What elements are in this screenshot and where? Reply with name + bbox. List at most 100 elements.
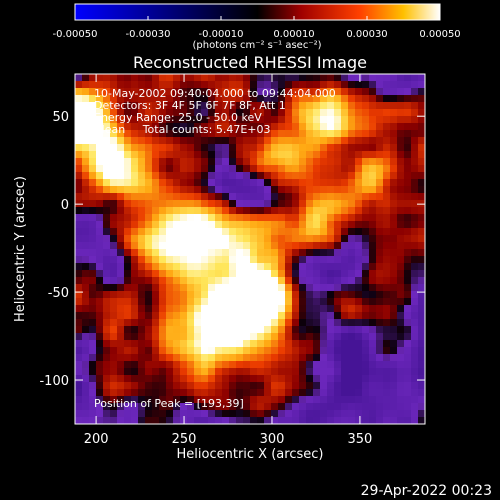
heatmap-cell (152, 165, 160, 173)
heatmap-cell (201, 186, 209, 194)
heatmap-cell (369, 277, 377, 285)
heatmap-cell (397, 158, 405, 166)
heatmap-cell (250, 109, 258, 117)
heatmap-cell (341, 396, 349, 404)
heatmap-cell (418, 130, 425, 138)
heatmap-cell (131, 228, 139, 236)
heatmap-cell (159, 256, 167, 264)
heatmap-cell (201, 165, 209, 173)
heatmap-cell (222, 116, 230, 124)
heatmap-cell (355, 95, 363, 103)
heatmap-cell (264, 326, 272, 334)
heatmap-cell (369, 284, 377, 292)
heatmap-cell (264, 354, 272, 362)
heatmap-cell (271, 354, 279, 362)
heatmap-cell (215, 88, 223, 96)
heatmap-cell (208, 382, 216, 390)
heatmap-cell (397, 109, 405, 117)
heatmap-cell (404, 347, 412, 355)
heatmap-cell (313, 186, 321, 194)
heatmap-cell (397, 95, 405, 103)
heatmap-cell (278, 102, 286, 110)
heatmap-cell (313, 123, 321, 131)
heatmap-cell (145, 130, 153, 138)
heatmap-cell (320, 410, 328, 418)
heatmap-cell (222, 214, 230, 222)
heatmap-cell (320, 151, 328, 159)
heatmap-cell (390, 88, 398, 96)
heatmap-cell (348, 221, 356, 229)
heatmap-cell (285, 270, 293, 278)
heatmap-cell (320, 123, 328, 131)
heatmap-cell (376, 228, 384, 236)
heatmap-cell (89, 326, 97, 334)
heatmap-cell (257, 312, 265, 320)
heatmap-cell (117, 228, 125, 236)
heatmap-cell (173, 242, 181, 250)
heatmap-cell (82, 186, 90, 194)
heatmap-cell (362, 326, 370, 334)
heatmap-cell (362, 242, 370, 250)
heatmap-cell (320, 109, 328, 117)
heatmap-cell (138, 102, 146, 110)
heatmap-cell (236, 109, 244, 117)
heatmap-cell (96, 319, 104, 327)
heatmap-cell (152, 382, 160, 390)
heatmap-cell (278, 200, 286, 208)
heatmap-cell (292, 130, 300, 138)
heatmap-cell (355, 347, 363, 355)
heatmap-cell (103, 200, 111, 208)
heatmap-cell (187, 354, 195, 362)
heatmap-cell (117, 151, 125, 159)
heatmap-cell (299, 270, 307, 278)
heatmap-cell (110, 403, 118, 411)
heatmap-cell (292, 109, 300, 117)
heatmap-cell (145, 361, 153, 369)
heatmap-cell (306, 417, 314, 424)
heatmap-cell (264, 256, 272, 264)
heatmap-cell (75, 95, 83, 103)
heatmap-cell (187, 298, 195, 306)
heatmap-cell (376, 221, 384, 229)
heatmap-cell (131, 137, 139, 145)
heatmap-cell (173, 389, 181, 397)
heatmap-cell (390, 382, 398, 390)
heatmap-cell (173, 396, 181, 404)
heatmap-cell (404, 158, 412, 166)
heatmap-cell (243, 137, 251, 145)
heatmap-cell (264, 200, 272, 208)
heatmap-cell (257, 256, 265, 264)
heatmap-cell (334, 333, 342, 341)
heatmap-cell (187, 312, 195, 320)
heatmap-cell (250, 242, 258, 250)
heatmap-cell (355, 382, 363, 390)
heatmap-cell (215, 277, 223, 285)
heatmap-cell (194, 389, 202, 397)
heatmap-cell (362, 403, 370, 411)
heatmap-cell (208, 109, 216, 117)
heatmap-cell (117, 249, 125, 257)
heatmap-cell (173, 95, 181, 103)
heatmap-cell (124, 242, 132, 250)
heatmap-cell (180, 326, 188, 334)
heatmap-cell (89, 235, 97, 243)
heatmap-cell (306, 144, 314, 152)
heatmap-cell (383, 158, 391, 166)
heatmap-cell (201, 123, 209, 131)
heatmap-cell (313, 165, 321, 173)
heatmap-cell (187, 249, 195, 257)
heatmap-cell (271, 200, 279, 208)
heatmap-cell (355, 361, 363, 369)
heatmap-cell (201, 200, 209, 208)
heatmap-cell (404, 116, 412, 124)
heatmap-cell (208, 221, 216, 229)
heatmap-cell (152, 333, 160, 341)
heatmap-cell (75, 396, 83, 404)
heatmap-cell (320, 298, 328, 306)
heatmap-cell (278, 109, 286, 117)
heatmap-cell (299, 340, 307, 348)
heatmap-cell (369, 389, 377, 397)
heatmap-cell (89, 319, 97, 327)
heatmap-cell (355, 179, 363, 187)
heatmap-cell (299, 158, 307, 166)
